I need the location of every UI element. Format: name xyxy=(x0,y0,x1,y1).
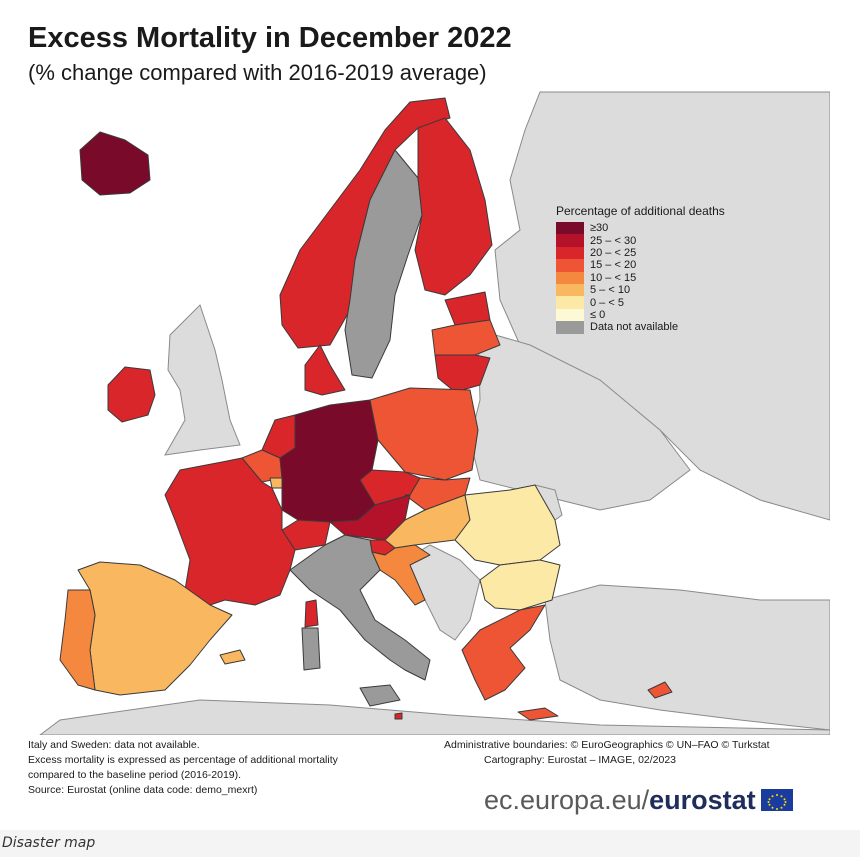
europe-map xyxy=(39,91,830,735)
legend-label: 5 – < 10 xyxy=(590,284,631,297)
legend-label: 15 – < 20 xyxy=(590,259,637,272)
legend-item: 20 – < 25 xyxy=(556,246,771,260)
map-card: Excess Mortality in December 2022 (% cha… xyxy=(28,22,844,817)
legend-item: 0 – < 5 xyxy=(556,296,771,309)
region-france xyxy=(164,457,296,606)
caption-text: Disaster map xyxy=(2,835,96,851)
legend-label: 0 – < 5 xyxy=(590,296,624,309)
legend-swatch xyxy=(556,321,584,334)
map-title: Excess Mortality in December 2022 xyxy=(28,22,512,54)
map-subtitle: (% change compared with 2016-2019 averag… xyxy=(28,60,487,85)
legend-item: Data not available xyxy=(556,321,771,334)
legend-swatch xyxy=(556,246,584,260)
region-bulgaria xyxy=(479,559,561,611)
legend-swatch xyxy=(556,234,584,247)
region-greece-crete xyxy=(517,707,559,721)
footnote-line: Italy and Sweden: data not available. xyxy=(28,739,200,751)
legend-label: 20 – < 25 xyxy=(590,246,637,259)
credits: Administrative boundaries: © EuroGeograp… xyxy=(444,738,844,768)
region-iceland xyxy=(79,131,151,196)
legend-item: ≤ 0 xyxy=(556,308,771,322)
region-cyprus xyxy=(647,681,673,699)
region-portugal xyxy=(59,589,96,691)
caption-bar: Disaster map xyxy=(0,830,860,857)
legend-item: ≥30 xyxy=(556,222,771,235)
region-denmark xyxy=(304,344,346,396)
legend-swatch xyxy=(556,296,584,309)
region-malta xyxy=(394,712,403,720)
land-uk xyxy=(164,304,241,456)
map-area xyxy=(28,90,830,735)
credit-line: Administrative boundaries: © EuroGeograp… xyxy=(444,739,770,751)
land-africa xyxy=(39,699,830,735)
source-line: Source: Eurostat (online data code: demo… xyxy=(28,784,258,796)
footnotes: Italy and Sweden: data not available. Ex… xyxy=(28,738,428,798)
legend-label: Data not available xyxy=(590,321,679,334)
region-sweden xyxy=(344,149,423,379)
legend-swatch xyxy=(556,271,584,284)
brand-url: ec.europa.eu/ xyxy=(484,784,650,815)
region-italy xyxy=(289,534,431,681)
legend-label: 10 – < 15 xyxy=(590,271,637,284)
region-croatia xyxy=(371,544,431,606)
map-legend: Percentage of additional deaths ≥30 25 –… xyxy=(556,204,771,334)
land-balkans xyxy=(404,544,481,641)
region-estonia xyxy=(444,291,491,326)
region-balearic xyxy=(219,649,246,665)
legend-items: ≥30 25 – < 30 20 – < 25 15 – < 20 10 – <… xyxy=(556,222,771,334)
region-poland xyxy=(369,387,479,481)
legend-item: 15 – < 20 xyxy=(556,259,771,272)
legend-label: ≤ 0 xyxy=(590,308,606,321)
legend-swatch xyxy=(556,283,584,297)
legend-label: 25 – < 30 xyxy=(590,234,637,247)
footnote-line: compared to the baseline period (2016-20… xyxy=(28,769,242,781)
region-luxembourg xyxy=(269,477,283,489)
legend-label: ≥30 xyxy=(590,222,609,235)
footnote-line: Excess mortality is expressed as percent… xyxy=(28,754,338,766)
legend-title: Percentage of additional deaths xyxy=(556,204,725,218)
brand-name: eurostat xyxy=(649,784,756,815)
legend-swatch xyxy=(556,222,584,235)
legend-swatch xyxy=(556,259,584,272)
region-romania xyxy=(454,484,561,566)
legend-item: 25 – < 30 xyxy=(556,234,771,247)
legend-swatch xyxy=(556,308,584,322)
region-ireland xyxy=(107,366,156,423)
region-italy-sardinia xyxy=(301,627,321,671)
legend-item: 5 – < 10 xyxy=(556,283,771,297)
region-italy-sicily xyxy=(359,684,401,707)
region-greece xyxy=(461,604,546,701)
eurostat-brand[interactable]: ec.europa.eu/eurostat xyxy=(484,783,793,817)
region-finland xyxy=(414,117,493,296)
eu-flag-icon xyxy=(760,789,793,811)
region-lithuania xyxy=(434,354,491,393)
region-germany xyxy=(279,399,379,523)
land-turkey xyxy=(544,584,830,731)
credit-line: Cartography: Eurostat – IMAGE, 02/2023 xyxy=(484,754,677,766)
region-corsica xyxy=(304,599,319,628)
legend-item: 10 – < 15 xyxy=(556,271,771,284)
